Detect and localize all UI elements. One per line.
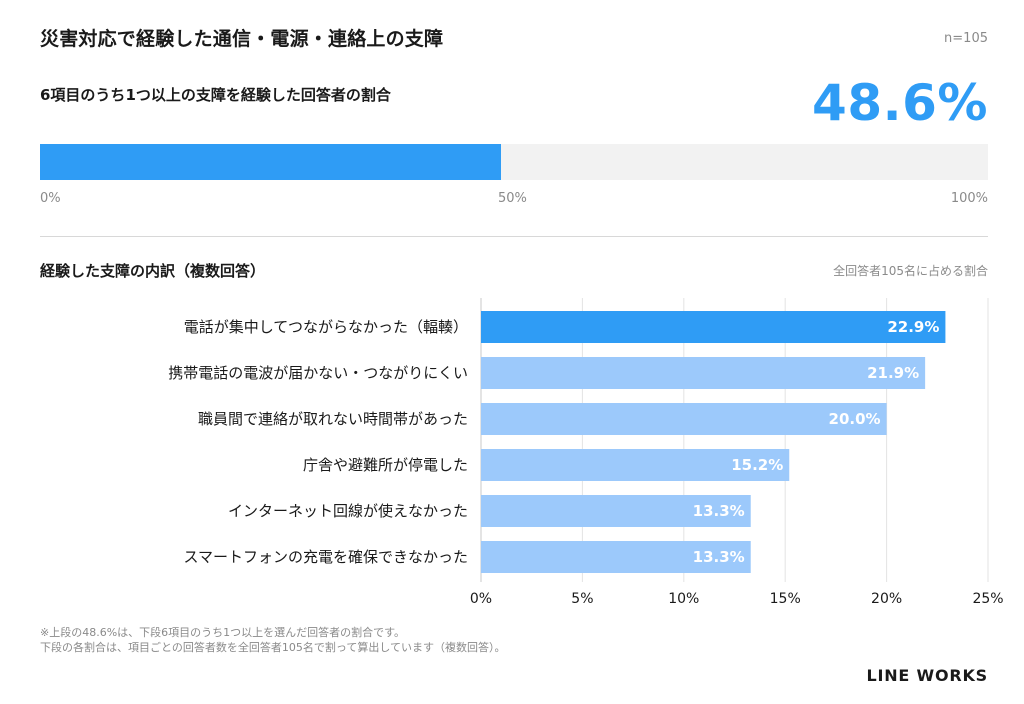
line-works-logo: LINE WORKS (866, 666, 988, 685)
summary-subtitle: 6項目のうち1つ以上の支障を経験した回答者の割合 (40, 86, 391, 104)
category-label: スマートフォンの充電を確保できなかった (183, 548, 468, 566)
x-tick-label: 5% (571, 591, 593, 607)
bar (481, 449, 790, 481)
category-label: 携帯電話の電波が届かない・つながりにくい (168, 364, 468, 382)
x-tick-label: 10% (668, 591, 699, 607)
breakdown-note: 全回答者105名に占める割合 (833, 264, 988, 278)
bar (481, 495, 751, 527)
bar-value-label: 13.3% (693, 548, 745, 566)
x-tick-label: 25% (972, 591, 1003, 607)
summary-percentage: 48.6% (812, 74, 988, 132)
bar-value-label: 20.0% (829, 410, 881, 428)
bar (481, 541, 751, 573)
summary-progress-fill (40, 144, 501, 180)
category-label: インターネット回線が使えなかった (228, 502, 468, 520)
summary-progress-track (40, 144, 988, 180)
category-label: 電話が集中してつながらなかった（輻輳） (184, 318, 468, 336)
page-title: 災害対応で経験した通信・電源・連絡上の支障 (40, 28, 444, 50)
footnote-line-1: ※上段の48.6%は、下段6項目のうち1つ以上を選んだ回答者の割合です。 (40, 626, 406, 639)
progress-tick-100: 100% (950, 191, 988, 206)
x-tick-label: 0% (470, 591, 492, 607)
breakdown-title: 経験した支障の内訳（複数回答） (40, 262, 266, 280)
bar (481, 403, 887, 435)
progress-tick-50: 50% (498, 191, 527, 206)
section-divider (40, 236, 988, 237)
bar-value-label: 15.2% (731, 456, 783, 474)
bar (481, 357, 926, 389)
category-label: 庁舎や避難所が停電した (303, 456, 468, 474)
x-tick-label: 20% (871, 591, 902, 607)
bar-value-label: 21.9% (867, 364, 919, 382)
bar-value-label: 22.9% (887, 318, 939, 336)
bar-value-label: 13.3% (693, 502, 745, 520)
footnote: ※上段の48.6%は、下段6項目のうち1つ以上を選んだ回答者の割合です。 下段の… (40, 625, 506, 655)
x-tick-label: 15% (770, 591, 801, 607)
progress-tick-0: 0% (40, 191, 61, 206)
bar (481, 311, 946, 343)
footnote-line-2: 下段の各割合は、項目ごとの回答者数を全回答者105名で割って算出しています（複数… (40, 641, 506, 654)
sample-size-label: n=105 (944, 31, 988, 46)
category-label: 職員間で連絡が取れない時間帯があった (198, 410, 468, 428)
